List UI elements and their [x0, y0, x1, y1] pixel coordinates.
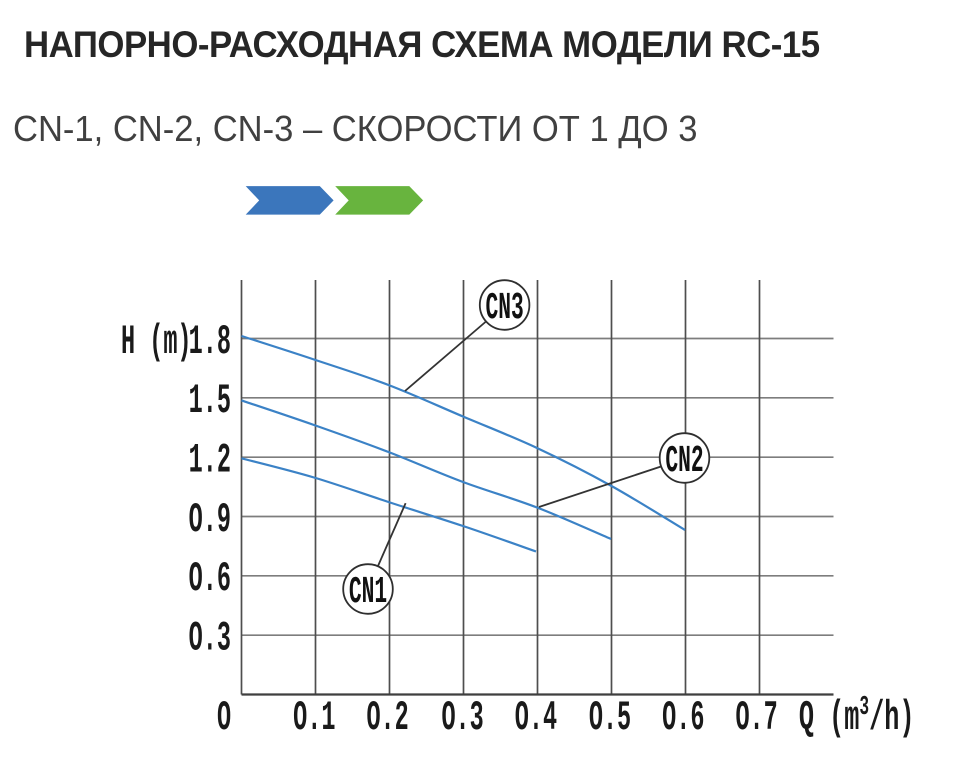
svg-text:O.3: O.3: [441, 696, 483, 743]
svg-text:O.4: O.4: [515, 696, 557, 743]
svg-text:O.5: O.5: [589, 696, 631, 743]
svg-text:O.1: O.1: [293, 696, 335, 743]
svg-text:O: O: [217, 696, 231, 743]
svg-text:CN2: CN2: [665, 440, 703, 483]
svg-text:O.7: O.7: [735, 696, 777, 743]
svg-text:CN3: CN3: [485, 287, 523, 330]
svg-text:Q (m3/h): Q (m3/h): [799, 691, 915, 742]
svg-text:1.2: 1.2: [189, 438, 231, 485]
svg-text:O.6: O.6: [189, 557, 231, 604]
svg-text:1.5: 1.5: [189, 379, 231, 426]
svg-text:O.9: O.9: [189, 498, 231, 545]
svg-text:CN1: CN1: [349, 571, 387, 614]
svg-text:O.2: O.2: [366, 696, 408, 743]
svg-text:O.3: O.3: [189, 616, 231, 663]
svg-text:O.6: O.6: [662, 696, 704, 743]
svg-text:1.8: 1.8: [189, 320, 231, 367]
svg-text:H (m): H (m): [121, 320, 192, 367]
